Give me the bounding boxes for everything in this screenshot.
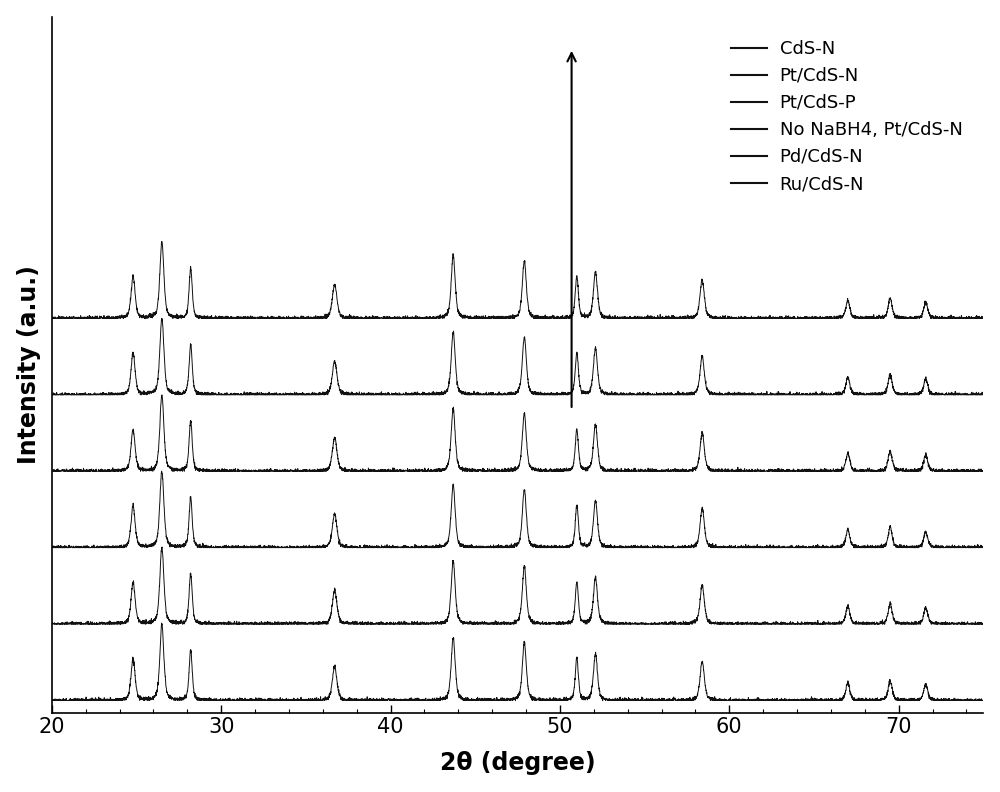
Legend: CdS-N, Pt/CdS-N, Pt/CdS-P, No NaBH4, Pt/CdS-N, Pd/CdS-N, Ru/CdS-N: CdS-N, Pt/CdS-N, Pt/CdS-P, No NaBH4, Pt/… — [724, 32, 970, 200]
Y-axis label: Intensity (a.u.): Intensity (a.u.) — [17, 265, 41, 464]
X-axis label: 2θ (degree): 2θ (degree) — [440, 752, 595, 775]
